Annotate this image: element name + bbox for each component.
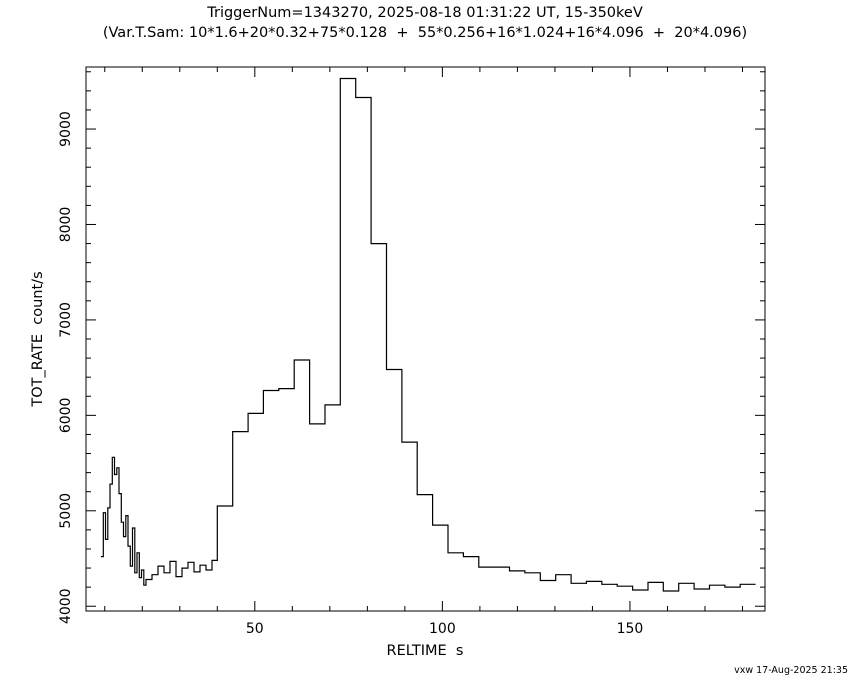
x-tick-label: 100 <box>429 621 456 637</box>
series-0-step-line <box>101 77 756 592</box>
axis-ticks <box>86 67 765 611</box>
x-axis-label: RELTIME s <box>387 643 464 659</box>
y-tick-label: 5000 <box>58 493 74 529</box>
chart-title: TriggerNum=1343270, 2025-08-18 01:31:22 … <box>206 5 643 21</box>
chart-subtitle: (Var.T.Sam: 10*1.6+20*0.32+75*0.128 + 55… <box>103 25 747 41</box>
y-tick-label: 7000 <box>58 302 74 338</box>
x-tick-label: 150 <box>617 621 644 637</box>
y-axis-label: TOT_RATE count/s <box>30 271 46 407</box>
tick-labels: 50 100 150 4000 5000 6000 7000 8000 9000 <box>58 111 643 637</box>
y-tick-label: 6000 <box>58 398 74 434</box>
y-tick-label: 4000 <box>58 588 74 624</box>
x-tick-label: 50 <box>246 621 264 637</box>
plot-frame <box>85 66 766 612</box>
y-tick-label: 8000 <box>58 207 74 243</box>
footer-timestamp: vxw 17-Aug-2025 21:35 <box>734 665 848 676</box>
y-tick-label: 9000 <box>58 111 74 147</box>
